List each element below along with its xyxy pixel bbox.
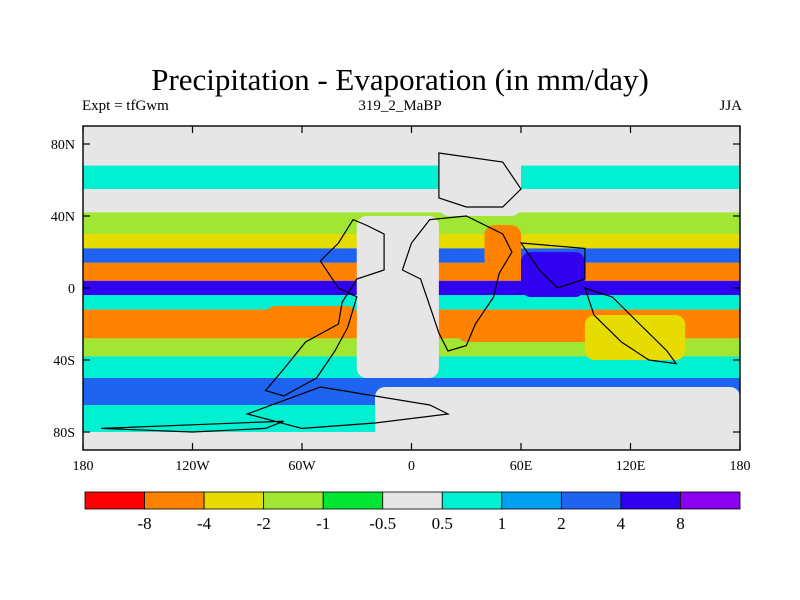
continent-outline-3	[519, 242, 586, 289]
zonal-band-2	[83, 189, 740, 207]
x-tick-label-0: 180	[73, 459, 94, 474]
regional-patch-7	[375, 387, 740, 450]
colorbar-swatch-1	[144, 491, 205, 510]
continent-outline-0	[264, 218, 385, 397]
regional-patch-6	[265, 306, 357, 333]
colorbar-swatch-0	[84, 491, 145, 510]
y-tick-label-1: 40N	[51, 210, 75, 225]
x-tick-label-4: 60E	[510, 459, 533, 474]
regional-patch-5	[584, 315, 686, 360]
y-tick-label-4: 80S	[53, 426, 75, 441]
season-label: JJA	[719, 98, 742, 114]
colorbar-label-6: 1	[498, 514, 507, 533]
colorbar-label-9: 8	[676, 514, 685, 533]
colorbar-label-2: -2	[257, 514, 271, 533]
regional-patch-4	[457, 315, 594, 342]
y-tick-label-3: 40S	[53, 354, 75, 369]
colorbar-label-4: -0.5	[369, 514, 396, 533]
regional-patch-3	[521, 252, 585, 297]
continent-outline-6	[101, 420, 285, 433]
colorbar-label-5: 0.5	[432, 514, 453, 533]
continent-outline-2	[438, 152, 522, 208]
colorbar-swatch-5	[382, 491, 443, 510]
colorbar-swatch-7	[501, 491, 562, 510]
zonal-band-0	[83, 144, 740, 162]
continent-outline-5	[245, 386, 451, 430]
colorbar-label-8: 4	[617, 514, 626, 533]
regional-patch-1	[438, 153, 521, 216]
colorbar-swatch-4	[322, 491, 384, 510]
regional-patch-0	[356, 216, 439, 378]
coastline-outlines	[101, 152, 678, 433]
colorbar-swatch-6	[441, 491, 503, 510]
continent-outline-1	[401, 215, 513, 352]
continent-outline-4	[583, 287, 678, 365]
colorbar-swatch-3	[263, 491, 324, 510]
zonal-band-1	[83, 165, 740, 189]
map-field	[83, 126, 740, 450]
x-tick-label-1: 120W	[175, 459, 210, 474]
colorbar-swatch-8	[560, 491, 622, 510]
x-tick-label-5: 120E	[616, 459, 646, 474]
y-axis: 80N 40N 0 40S 80S	[51, 138, 740, 441]
experiment-label: Expt = tfGwm	[82, 98, 169, 114]
x-tick-label-6: 180	[730, 459, 751, 474]
colorbar-swatch-10	[680, 491, 741, 510]
colorbar-label-3: -1	[316, 514, 330, 533]
colorbar-label-0: -8	[137, 514, 151, 533]
x-axis: 180 120W 60W 0 60E 120E 180	[73, 126, 751, 474]
colorbar-swatch-2	[203, 491, 265, 510]
regional-patch-2	[484, 225, 521, 270]
run-label: 319_2_MaBP	[358, 98, 442, 114]
y-tick-label-0: 80N	[51, 138, 75, 153]
colorbar: -8 -4 -2 -1 -0.5 0.5 1 2 4 8	[84, 491, 741, 533]
y-tick-label-2: 0	[68, 282, 75, 297]
chart-title: Precipitation - Evaporation (in mm/day)	[151, 62, 649, 97]
x-tick-label-2: 60W	[288, 459, 316, 474]
colorbar-swatch-9	[620, 491, 681, 510]
colorbar-label-7: 2	[557, 514, 566, 533]
colorbar-label-1: -4	[197, 514, 212, 533]
x-tick-label-3: 0	[408, 459, 415, 474]
